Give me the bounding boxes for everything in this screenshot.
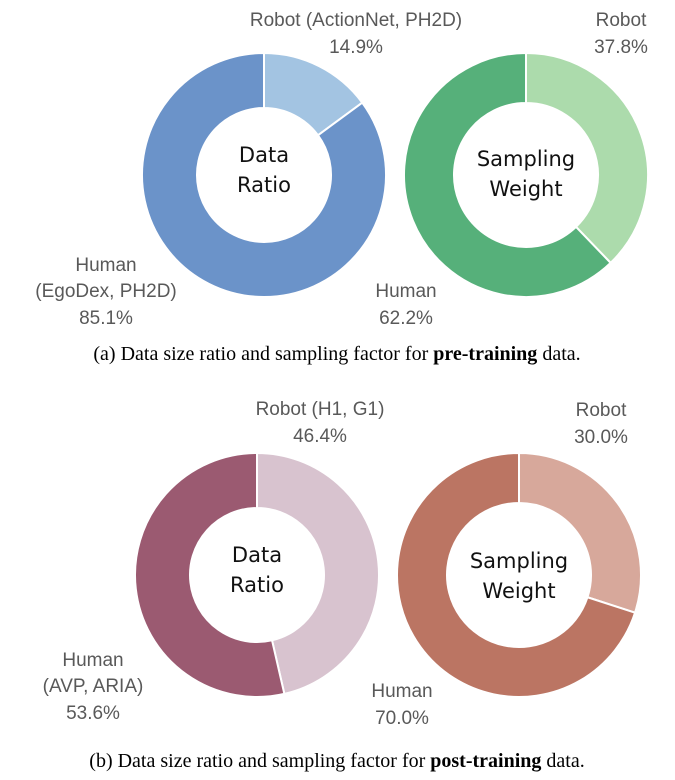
robot-label: Robot (ActionNet, PH2D) <box>250 10 462 31</box>
robot-percent: 37.8% <box>594 37 648 58</box>
donut-chart-posttrain-sampling-weight: Sampling Weight Robot 30.0% Human 70.0% <box>371 400 642 729</box>
human-percent: 62.2% <box>379 308 433 329</box>
center-label-line-2: Ratio <box>237 173 291 197</box>
caption-b: (b) Data size ratio and sampling factor … <box>89 750 584 772</box>
caption-a: (a) Data size ratio and sampling factor … <box>93 343 580 365</box>
human-percent: 70.0% <box>375 708 429 729</box>
caption-b-suffix: data. <box>541 750 584 772</box>
center-label-line-1: Sampling <box>470 549 568 573</box>
caption-b-prefix: (b) Data size ratio and sampling factor … <box>89 750 430 772</box>
center-label-line-1: Sampling <box>477 147 575 171</box>
slice-human-pretrain-sampling-weight <box>403 52 612 298</box>
robot-percent: 30.0% <box>574 427 628 448</box>
slice-robot-pretrain-sampling-weight <box>525 52 649 264</box>
human-percent: 53.6% <box>66 703 120 724</box>
donut-chart-pretrain-sampling-weight: Sampling Weight Robot 37.8% Human 62.2% <box>375 10 649 329</box>
human-label-sources: (AVP, ARIA) <box>43 676 144 697</box>
human-label-sources: (EgoDex, PH2D) <box>35 281 177 302</box>
human-label: Human <box>75 255 136 276</box>
slice-human-posttrain-sampling-weight <box>396 452 637 698</box>
human-label: Human <box>62 650 123 671</box>
slice-robot-posttrain-data-ratio <box>256 452 380 695</box>
caption-a-prefix: (a) Data size ratio and sampling factor … <box>93 343 433 365</box>
donut-chart-pretrain-data-ratio: Data Ratio Robot (ActionNet, PH2D) 14.9%… <box>35 10 462 329</box>
human-label: Human <box>375 281 436 302</box>
center-label-line-2: Weight <box>482 579 555 603</box>
donut-chart-posttrain-data-ratio: Data Ratio Robot (H1, G1) 46.4% Human (A… <box>43 399 385 724</box>
slice-human-pretrain-data-ratio <box>141 52 387 298</box>
robot-label: Robot (H1, G1) <box>256 399 385 420</box>
center-label-line-1: Data <box>232 543 282 567</box>
human-label: Human <box>371 681 432 702</box>
slice-robot-posttrain-sampling-weight <box>518 452 642 614</box>
robot-percent: 46.4% <box>293 426 347 447</box>
human-percent: 85.1% <box>79 308 133 329</box>
center-label-line-2: Weight <box>489 177 562 201</box>
caption-a-suffix: data. <box>537 343 580 365</box>
center-label-line-2: Ratio <box>230 573 284 597</box>
robot-percent: 14.9% <box>329 37 383 58</box>
center-label-line-1: Data <box>239 143 289 167</box>
robot-label: Robot <box>596 10 647 31</box>
caption-b-bold: post-training <box>430 750 541 772</box>
robot-label: Robot <box>576 400 627 421</box>
caption-a-bold: pre-training <box>433 343 537 365</box>
slice-human-posttrain-data-ratio <box>133 452 286 698</box>
